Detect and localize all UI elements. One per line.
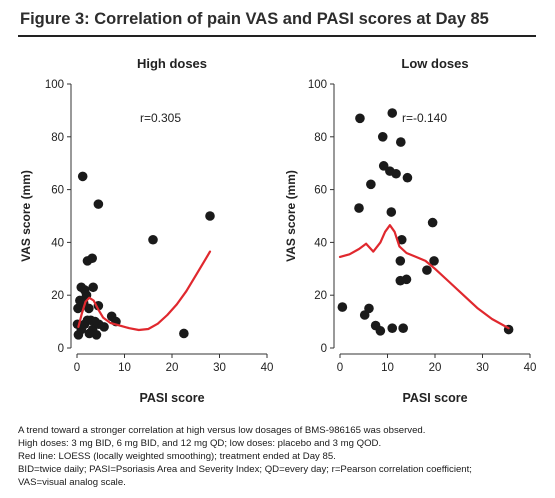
chart-panel-1: High doses 0 20 40 60 80 100 0 10 20 30 40 VAS score… — [19, 56, 273, 405]
figure-title: Figure 3: Correlation of pain VAS and PA… — [20, 10, 489, 28]
data-point — [396, 137, 406, 147]
data-point — [386, 207, 397, 217]
data-point — [179, 328, 189, 339]
data-point — [337, 302, 348, 312]
title-rule — [18, 35, 536, 37]
data-point — [355, 113, 365, 124]
data-point — [84, 328, 95, 339]
x-tick-label: 10 — [381, 362, 394, 374]
figure-caption: A trend toward a stronger correlation at… — [18, 424, 543, 489]
data-point — [402, 172, 413, 183]
chart-panel-2: Low doses 0 20 40 60 80 100 0 10 20 30 40 VAS score … — [284, 56, 536, 405]
data-point — [359, 310, 370, 320]
y-tick-label: 100 — [45, 79, 64, 91]
x-tick-label: 30 — [476, 362, 489, 374]
y-tick-label: 60 — [314, 185, 327, 197]
data-point — [88, 282, 98, 293]
loess-line — [77, 250, 212, 332]
data-point — [398, 323, 408, 334]
data-point — [395, 256, 406, 266]
data-point — [93, 199, 104, 209]
x-axis-label: PASI score — [402, 391, 467, 405]
data-point — [396, 234, 407, 245]
x-tick-label: 40 — [524, 362, 537, 374]
y-tick-label: 20 — [314, 290, 327, 302]
data-point — [91, 330, 102, 340]
x-tick-label: 20 — [429, 362, 442, 374]
data-point — [391, 168, 401, 179]
panel-title: High doses — [137, 56, 207, 71]
data-point — [427, 217, 438, 228]
caption-line: High doses: 3 mg BID, 6 mg BID, and 12 m… — [18, 438, 382, 449]
data-point — [205, 211, 215, 221]
y-tick-label: 40 — [314, 237, 327, 249]
data-point — [366, 179, 376, 190]
loess-line — [338, 224, 510, 330]
y-tick-label: 80 — [314, 132, 327, 144]
x-axis-label: PASI score — [139, 391, 204, 405]
caption-line: Red line: LOESS (locally weighted smooth… — [18, 451, 336, 462]
data-point — [99, 322, 109, 332]
y-tick-label: 0 — [321, 343, 327, 355]
data-point — [387, 108, 398, 118]
y-tick-label: 100 — [308, 79, 327, 91]
y-tick-label: 80 — [51, 132, 64, 144]
y-tick-label: 0 — [58, 343, 64, 355]
data-point — [377, 132, 388, 142]
data-point — [395, 275, 406, 286]
y-axis-label: VAS score (mm) — [284, 170, 298, 262]
data-point — [84, 303, 94, 314]
x-tick-label: 0 — [74, 362, 80, 374]
data-point — [375, 326, 386, 336]
caption-line: BID=twice daily; PASI=Psoriasis Area and… — [18, 464, 472, 475]
y-tick-label: 40 — [51, 237, 64, 249]
data-point — [429, 256, 439, 266]
y-tick-label: 60 — [51, 185, 64, 197]
data-point — [387, 323, 398, 334]
data-point — [354, 203, 364, 213]
x-tick-label: 40 — [261, 362, 274, 374]
data-point — [148, 234, 158, 245]
x-tick-label: 10 — [118, 362, 131, 374]
caption-line: A trend toward a stronger correlation at… — [18, 425, 426, 436]
panel-title: Low doses — [401, 56, 468, 71]
x-tick-label: 0 — [337, 362, 343, 374]
y-tick-label: 20 — [51, 290, 64, 302]
y-axis-label: VAS score (mm) — [19, 170, 33, 262]
caption-line: VAS=visual analog scale. — [18, 477, 126, 488]
data-point — [422, 265, 432, 275]
correlation-annotation: r=0.305 — [140, 111, 181, 125]
data-point — [90, 316, 100, 327]
data-point — [87, 253, 97, 264]
x-tick-label: 20 — [166, 362, 179, 374]
x-tick-label: 30 — [213, 362, 226, 374]
data-point — [77, 171, 88, 182]
correlation-annotation: r=-0.140 — [402, 111, 447, 125]
